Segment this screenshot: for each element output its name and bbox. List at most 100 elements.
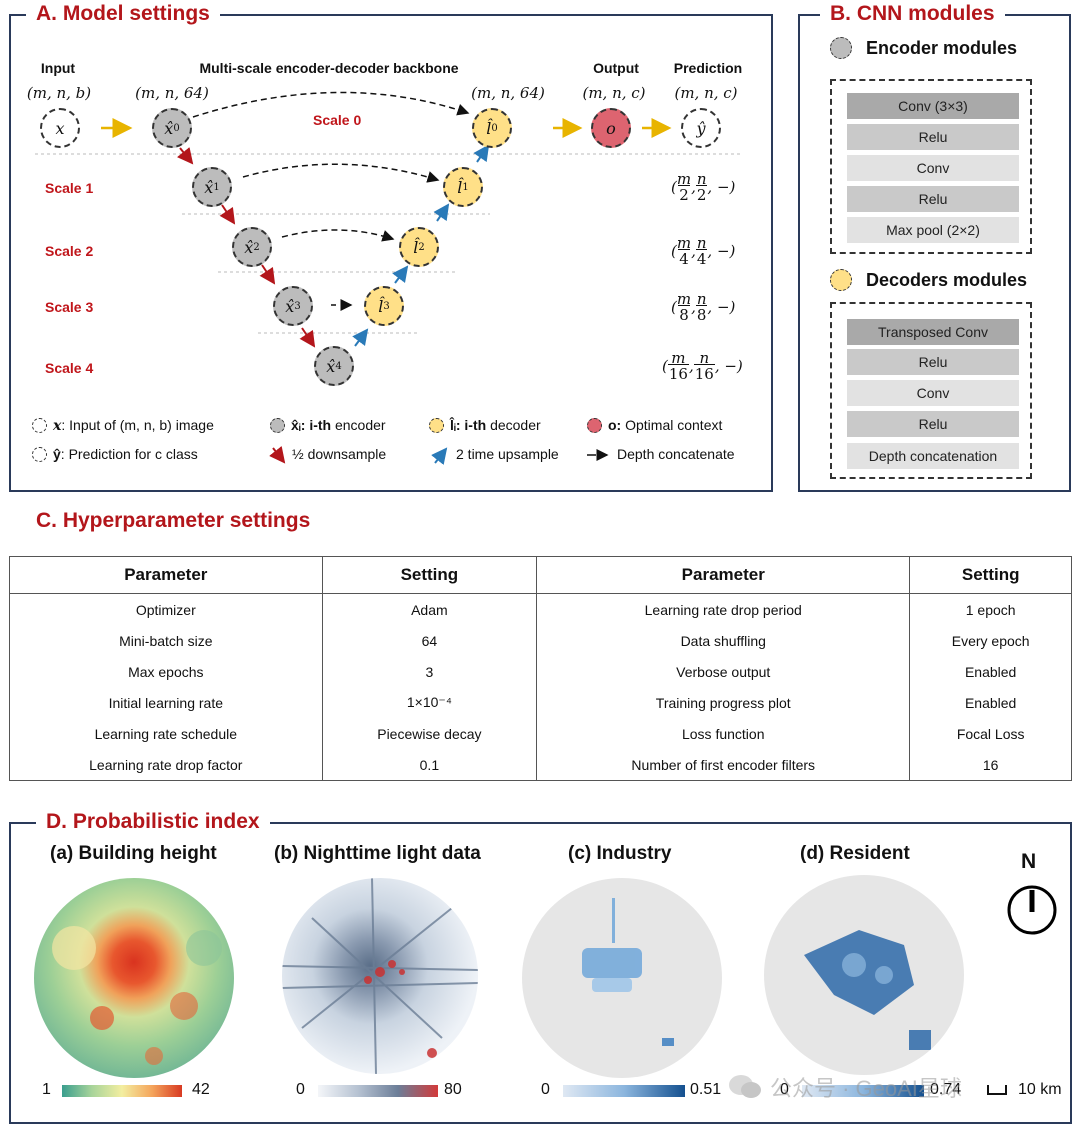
legend-context-icon (587, 417, 602, 433)
decoder-module-item: Transposed Conv (847, 319, 1019, 345)
downsample-arrow-1 (219, 204, 236, 225)
table-header-cell: Parameter (536, 556, 911, 594)
decoder-symbol: l̂ (378, 296, 384, 316)
table-cell: 0.1 (321, 749, 538, 781)
scale-separators (35, 153, 740, 334)
dim-prediction: (m, n, c) (674, 84, 738, 102)
table-row: Learning rate drop factor 0.1 Number of fi… (9, 749, 1072, 781)
panel-c-title: C. Hyperparameter settings (26, 509, 321, 533)
table-cell: Optimizer (9, 593, 323, 625)
encoder-symbol: x̂ (204, 177, 214, 197)
decoder-index: 0 (491, 122, 498, 134)
legend-decoder-icon (429, 417, 444, 433)
scale-label-3: Scale 3 (45, 299, 94, 315)
encoder-node-1: x̂ 1 (192, 167, 232, 207)
colorbar-building-height (62, 1085, 182, 1097)
encoder-index: 4 (335, 360, 342, 372)
colorbar-b-max: 80 (444, 1081, 462, 1098)
table-cell: 64 (321, 625, 538, 656)
scale-label-0: Scale 0 (313, 112, 362, 128)
resident-map (764, 875, 964, 1075)
decoder-module-item: Conv (847, 380, 1019, 406)
dim-input: (m, n, b) (26, 84, 92, 102)
input-node-symbol: x (55, 118, 65, 138)
encoder-module-item: Relu (847, 124, 1019, 150)
table-cell: Enabled (909, 656, 1072, 687)
table-cell: Learning rate schedule (9, 718, 323, 749)
legend-input-icon (32, 418, 47, 433)
north-arrow-icon (1007, 885, 1057, 935)
table-cell: Piecewise decay (321, 718, 538, 749)
colorbar-d-min: 0 (780, 1081, 789, 1098)
decoder-module-item: Relu (847, 349, 1019, 375)
scale-bar-label: 10 km (1018, 1081, 1062, 1098)
panel-d-title: D. Probabilistic index (36, 810, 270, 834)
encoder-index: 2 (253, 241, 260, 253)
table-header-cell: Setting (321, 556, 538, 594)
colorbar-a-max: 42 (192, 1081, 210, 1098)
table-header-cell: Setting (909, 556, 1072, 594)
industry-patches (582, 898, 674, 1046)
prediction-node-symbol: ŷ (696, 118, 706, 138)
scale-label-4: Scale 4 (45, 360, 94, 376)
legend-decoder: l̂ᵢ: i-th decoder (429, 417, 541, 433)
encoder-module-item: Max pool (2×2) (847, 217, 1019, 243)
encoder-module-item: Relu (847, 186, 1019, 212)
table-row: Max epochs 3 Verbose output Enabled (9, 656, 1072, 687)
map-label-building-height: (a) Building height (50, 843, 217, 864)
table-cell: Learning rate drop factor (9, 749, 323, 781)
hyperparameter-table: Parameter Setting Parameter Setting Opti… (9, 556, 1072, 781)
building-height-map (34, 878, 234, 1078)
downsample-arrow-0 (177, 147, 194, 165)
encoder-node-0: x̂ 0 (152, 108, 192, 148)
nighttime-light-roads (282, 878, 478, 1074)
scale-bar-icon (987, 1085, 1007, 1095)
table-row: Optimizer Adam Learning rate drop period 1 … (9, 593, 1072, 625)
encoder-node-4: x̂ 4 (314, 346, 354, 386)
output-node-symbol: o (606, 118, 616, 138)
table-cell: Loss function (536, 718, 911, 749)
colorbar-c-max: 0.51 (690, 1081, 722, 1098)
legend-context: o: Optimal context (587, 417, 722, 433)
upsample-arrow-2 (392, 265, 409, 284)
table-cell: 1×10⁻⁴ (321, 687, 538, 718)
header-output: Output (593, 60, 639, 76)
skip-arrow-scale-2 (281, 229, 395, 242)
decoder-symbol: l̂ (486, 118, 492, 138)
skip-arrow-scale-1 (242, 163, 440, 183)
panel-a-model-settings (9, 14, 773, 492)
encoder-symbol: x̂ (326, 356, 336, 376)
industry-map (522, 878, 722, 1078)
map-label-industry: (c) Industry (568, 843, 672, 864)
dim-encoder-0: (m, n, 64) (135, 84, 209, 102)
encoder-symbol: x̂ (285, 296, 295, 316)
wechat-icon (729, 1075, 761, 1098)
map-label-nighttime-light: (b) Nighttime light data (274, 843, 481, 864)
watermark-text: 公众号 · GeoAI星球 (770, 1076, 962, 1101)
north-label: N (1021, 850, 1037, 873)
decoder-module-item: Relu (847, 411, 1019, 437)
header-backbone: Multi-scale encoder-decoder backbone (199, 60, 459, 76)
panel-d-probabilistic-index (9, 822, 1072, 1124)
dim-output: (m, n, c) (582, 84, 646, 102)
table-cell: Learning rate drop period (536, 593, 911, 625)
decoder-modules-heading: Decoders modules (830, 269, 1027, 291)
legend-downsample: ½ downsample (292, 446, 387, 462)
decoder-module-item: Depth concatenation (847, 443, 1019, 469)
scale-label-2: Scale 2 (45, 243, 94, 259)
table-cell: Adam (321, 593, 538, 625)
input-node: x (40, 108, 80, 148)
colorbar-industry (563, 1085, 685, 1097)
scale-label-1: Scale 1 (45, 180, 94, 196)
table-cell: Every epoch (909, 625, 1072, 656)
decoder-modules-box: Transposed Conv Relu Conv Relu Depth con… (830, 302, 1032, 479)
legend-encoder-icon (270, 417, 285, 433)
table-cell: 16 (909, 749, 1072, 781)
upsample-arrow-0 (473, 144, 490, 163)
legend-downsample-arrow-icon (269, 446, 286, 464)
table-cell: Enabled (909, 687, 1072, 718)
legend-input: x: Input of (m, n, b) image (32, 417, 214, 434)
panel-b-title: B. CNN modules (820, 2, 1005, 26)
downsample-arrow-2 (259, 264, 276, 285)
upsample-arrow-3 (352, 328, 369, 347)
